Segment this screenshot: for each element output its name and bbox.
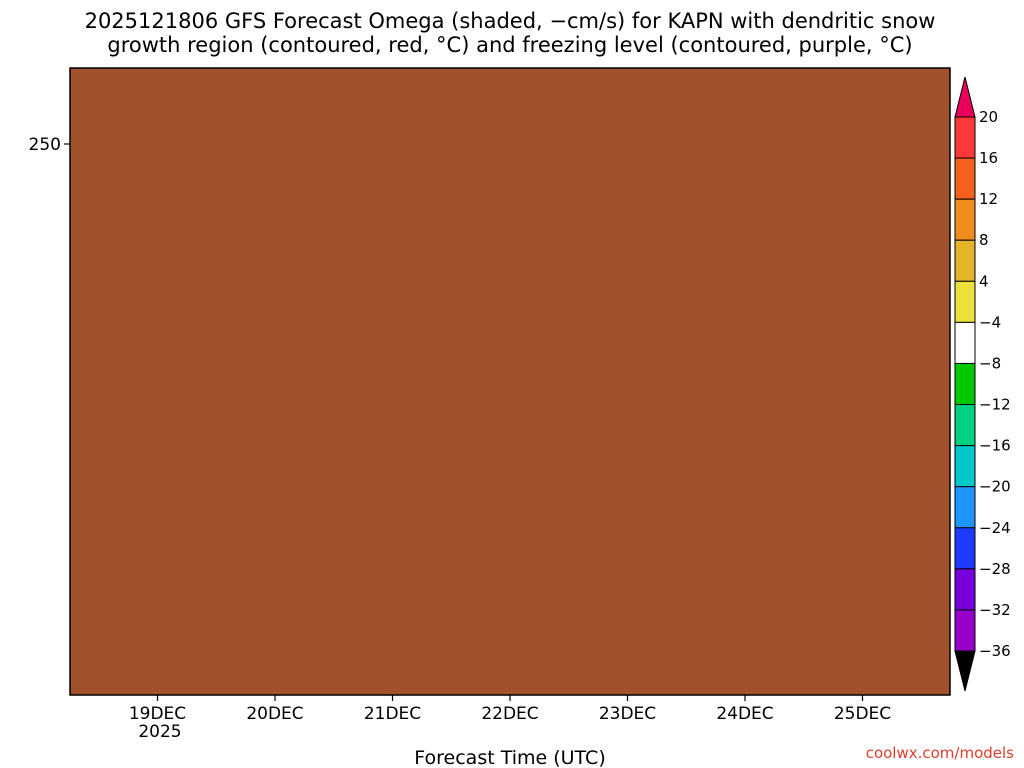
colorbar-swatch [954, 362, 976, 406]
colorbar-label: 8 [979, 231, 989, 249]
x-tick-label: 19DEC [129, 704, 186, 724]
x-tick-label: 20DEC [246, 704, 303, 724]
colorbar-label: −12 [979, 396, 1011, 414]
y-tick-label: 250 [29, 135, 61, 155]
x-tick-label: 21DEC [364, 704, 421, 724]
colorbar-swatch [954, 116, 976, 159]
chart-title-line2: growth region (contoured, red, °C) and f… [107, 33, 912, 57]
terrain-ground [70, 68, 950, 695]
colorbar-label: −36 [979, 642, 1011, 660]
x-tick-label: 22DEC [481, 704, 538, 724]
colorbar-label: −4 [979, 313, 1001, 331]
colorbar-label: −24 [979, 519, 1011, 537]
colorbar-label: 12 [979, 190, 998, 208]
colorbar-triangle-bottom [954, 650, 976, 692]
colorbar-swatch [954, 445, 976, 488]
plot-area: -18-12-12-18-12-18-18-12-18-12-18-12 [70, 68, 950, 695]
x-tick-label: 24DEC [716, 704, 773, 724]
watermark: coolwx.com/models [866, 744, 1014, 762]
colorbar-swatch [954, 198, 976, 241]
colorbar-label: −8 [979, 354, 1001, 372]
colorbar: 20 16 12 8 4 −4 −8 −12 −16 −20 −24 −28 −32 −36 [954, 76, 1011, 692]
colorbar-swatch [954, 239, 976, 282]
colorbar-swatch [954, 157, 976, 200]
colorbar-swatch [954, 486, 976, 529]
colorbar-label: −32 [979, 601, 1011, 619]
x-year-label: 2025 [138, 722, 181, 742]
colorbar-swatch [954, 404, 976, 447]
colorbar-swatch [954, 568, 976, 611]
x-tick-label: 23DEC [599, 704, 656, 724]
x-axis-title: Forecast Time (UTC) [414, 747, 605, 768]
colorbar-swatch [954, 527, 976, 570]
y-axis: 2503003504004505005506006507007508008509… [29, 135, 70, 155]
colorbar-swatch [954, 280, 976, 323]
chart-title-line1: 2025121806 GFS Forecast Omega (shaded, −… [85, 9, 936, 33]
colorbar-label: 20 [979, 108, 998, 126]
colorbar-label: −28 [979, 560, 1011, 578]
colorbar-label: −20 [979, 478, 1011, 496]
colorbar-triangle-top [954, 76, 976, 118]
x-tick-label: 25DEC [834, 704, 891, 724]
x-axis: 19DEC 20DEC 21DEC 22DEC 23DEC 24DEC 25DEC [129, 695, 891, 724]
colorbar-swatch [954, 609, 976, 652]
colorbar-label: 16 [979, 149, 998, 167]
colorbar-label: −16 [979, 437, 1011, 455]
colorbar-label: 4 [979, 272, 989, 290]
colorbar-swatch [954, 321, 976, 364]
